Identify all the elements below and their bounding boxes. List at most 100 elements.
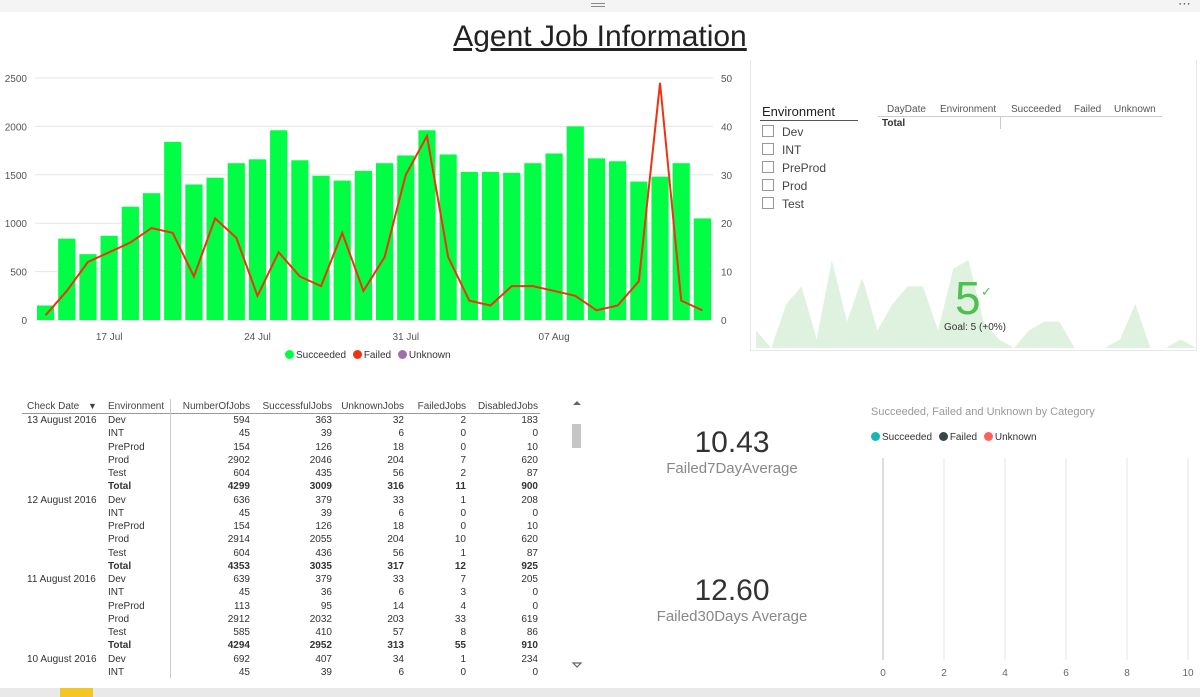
succeeded-bar[interactable]: [545, 153, 563, 320]
succeeded-bar[interactable]: [418, 130, 436, 320]
table-row[interactable]: Prod 2912 2032 203 33 619: [22, 612, 540, 626]
slicer-item-preprod[interactable]: PreProd: [762, 161, 826, 179]
table-row[interactable]: Test 585 410 57 8 86: [22, 626, 540, 640]
header-environment[interactable]: Environment: [106, 399, 171, 414]
succeeded-bar[interactable]: [270, 130, 288, 320]
table-row[interactable]: Test 604 435 56 2 87: [22, 467, 540, 481]
table-total-row[interactable]: Total 4353 3035 317 12 925: [22, 559, 540, 573]
succeeded-bar[interactable]: [291, 160, 309, 320]
sort-descending-icon[interactable]: ▼: [88, 400, 97, 411]
table-cell: Test: [106, 626, 171, 640]
x-tick: 31 Jul: [392, 332, 419, 343]
table-row[interactable]: INT 45 39 6 0 0: [22, 427, 540, 441]
scroll-up-icon[interactable]: [573, 401, 581, 405]
matrix-header-unknown[interactable]: Unknown: [1114, 104, 1156, 115]
table-row[interactable]: INT 45 39 6 0 0: [22, 506, 540, 520]
scroll-thumb[interactable]: [572, 424, 581, 448]
succeeded-bar[interactable]: [248, 159, 267, 320]
succeeded-bar[interactable]: [58, 238, 76, 320]
slicer-item-test[interactable]: Test: [762, 197, 826, 215]
succeeded-bar[interactable]: [354, 170, 372, 320]
succeeded-bar[interactable]: [227, 163, 245, 320]
table-row[interactable]: Prod 2902 2046 204 7 620: [22, 453, 540, 467]
table-cell: 33: [392, 574, 404, 586]
slicer-item-prod[interactable]: Prod: [762, 179, 826, 197]
succeeded-bar[interactable]: [164, 141, 182, 320]
table-row[interactable]: 11 August 2016 Dev 639 379 33 7 205: [22, 573, 540, 587]
table-total-row[interactable]: Total 4294 2952 313 55 910: [22, 639, 540, 653]
scroll-down-icon[interactable]: [571, 662, 583, 668]
succeeded-bar[interactable]: [79, 254, 97, 320]
succeeded-bar[interactable]: [376, 163, 394, 320]
succeeded-bar[interactable]: [566, 126, 584, 321]
succeeded-bar[interactable]: [651, 176, 669, 320]
matrix-header-environment[interactable]: Environment: [940, 104, 997, 115]
succeeded-bar[interactable]: [481, 171, 500, 320]
table-scrollbar[interactable]: [570, 399, 584, 675]
checkbox-icon[interactable]: [762, 161, 774, 173]
succeeded-bar[interactable]: [587, 158, 606, 320]
succeeded-bar[interactable]: [397, 155, 415, 320]
table-row[interactable]: Test 604 436 56 1 87: [22, 546, 540, 560]
legend-succeeded[interactable]: Succeeded: [871, 432, 932, 443]
table-row[interactable]: Prod 2914 2055 204 10 620: [22, 533, 540, 547]
succeeded-bar[interactable]: [142, 193, 161, 320]
checkbox-icon[interactable]: [762, 179, 774, 191]
header-number-of-jobs[interactable]: NumberOfJobs: [182, 400, 250, 412]
header-failed-jobs[interactable]: FailedJobs: [417, 400, 466, 412]
drag-handle-icon[interactable]: [591, 1, 605, 9]
legend-unknown[interactable]: Unknown: [983, 432, 1037, 443]
table-row[interactable]: 13 August 2016 Dev 594 363 32 2 183: [22, 413, 540, 428]
legend-succeeded[interactable]: Succeeded: [285, 350, 346, 361]
succeeded-bar[interactable]: [630, 181, 648, 320]
succeeded-bar[interactable]: [312, 175, 330, 320]
slicer-item-int[interactable]: INT: [762, 143, 826, 161]
succeeded-bar[interactable]: [609, 161, 627, 320]
legend-failed[interactable]: Failed: [938, 432, 977, 443]
succeeded-bar[interactable]: [524, 163, 542, 320]
table-cell: 2055: [309, 534, 332, 546]
succeeded-bar[interactable]: [333, 180, 351, 320]
table-row[interactable]: PreProd 154 126 18 0 10: [22, 440, 540, 454]
succeeded-bar[interactable]: [439, 154, 457, 320]
matrix-header-failed[interactable]: Failed: [1074, 104, 1102, 115]
header-check-date[interactable]: Check Date ▼: [27, 400, 97, 412]
table-cell: 0: [532, 600, 538, 612]
header-unknown-jobs[interactable]: UnknownJobs: [341, 400, 404, 412]
y-tick-left: 1000: [5, 219, 28, 230]
header-successful-jobs[interactable]: SuccessfulJobs: [262, 400, 332, 412]
failed-line[interactable]: [44, 82, 703, 316]
table-cell: 910: [521, 640, 538, 652]
table-row[interactable]: PreProd 113 95 14 4 0: [22, 599, 540, 613]
matrix-visual: DayDate Environment Succeeded Failed Unk…: [878, 104, 1162, 129]
checkbox-icon[interactable]: [762, 125, 774, 137]
page-scrollbar[interactable]: [0, 688, 1200, 697]
succeeded-bar[interactable]: [185, 184, 203, 320]
checkbox-icon[interactable]: [762, 197, 774, 209]
legend-failed[interactable]: Failed: [352, 350, 391, 361]
matrix-header-daydate[interactable]: DayDate: [887, 104, 926, 115]
succeeded-bar[interactable]: [100, 235, 118, 320]
matrix-header-succeeded[interactable]: Succeeded: [1011, 104, 1062, 115]
table-cell: [22, 454, 106, 467]
checkbox-icon[interactable]: [762, 143, 774, 155]
table-row[interactable]: PreProd 154 126 18 0 10: [22, 520, 540, 534]
more-options-icon[interactable]: ⋯: [1178, 0, 1192, 11]
page-tab-thumb[interactable]: [60, 688, 93, 697]
slicer-item-dev[interactable]: Dev: [762, 125, 826, 143]
table-row[interactable]: INT 45 39 6 0 0: [22, 665, 540, 678]
succeeded-bar[interactable]: [206, 177, 224, 320]
succeeded-bar[interactable]: [460, 171, 478, 320]
table-row[interactable]: 10 August 2016 Dev 692 407 34 1 234: [22, 652, 540, 666]
succeeded-bar[interactable]: [503, 172, 521, 320]
header-disabled-jobs[interactable]: DisabledJobs: [477, 400, 538, 412]
succeeded-bar[interactable]: [121, 206, 139, 320]
succeeded-bar[interactable]: [693, 218, 711, 320]
table-total-row[interactable]: Total 4299 3009 316 11 900: [22, 480, 540, 494]
succeeded-bar[interactable]: [672, 163, 690, 320]
table-cell: 126: [315, 521, 332, 533]
table-row[interactable]: INT 45 36 6 3 0: [22, 586, 540, 600]
table-cell: 1: [460, 653, 466, 665]
legend-unknown[interactable]: Unknown: [397, 350, 451, 361]
table-row[interactable]: 12 August 2016 Dev 636 379 33 1 208: [22, 493, 540, 507]
